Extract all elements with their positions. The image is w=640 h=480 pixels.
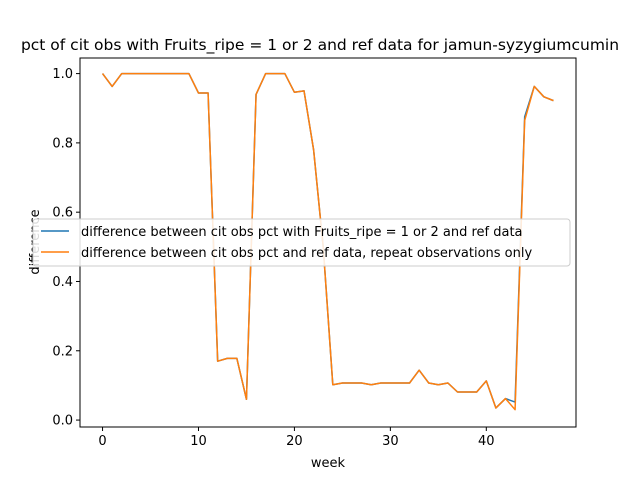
x-tick-label: 10 [190, 434, 207, 449]
y-tick-label: 0.6 [52, 206, 73, 221]
y-tick-label: 0.0 [52, 414, 73, 429]
x-tick-label: 30 [382, 434, 399, 449]
legend-label-series-2: difference between cit obs pct and ref d… [81, 246, 532, 261]
y-tick-label: 0.4 [52, 275, 73, 290]
x-tick-label: 0 [98, 434, 106, 449]
chart-title: pct of cit obs with Fruits_ripe = 1 or 2… [21, 36, 619, 55]
y-tick-label: 1.0 [52, 67, 73, 82]
series-layer [101, 72, 554, 411]
legend-box [32, 218, 571, 267]
x-tick-label: 40 [478, 434, 495, 449]
y-tick-label: 0.8 [52, 136, 73, 151]
x-tick-label: 20 [286, 434, 303, 449]
y-tick-label: 0.2 [52, 344, 73, 359]
legend-label-series-1: difference between cit obs pct with Frui… [81, 225, 523, 240]
x-axis-label: week [311, 456, 346, 471]
legend: difference between cit obs pct with Frui… [32, 218, 571, 267]
series-line-2 [101, 72, 554, 411]
ticks-layer: 0 10 20 30 40 0.0 0.2 0.4 0.6 0.8 1.0 [52, 67, 494, 449]
